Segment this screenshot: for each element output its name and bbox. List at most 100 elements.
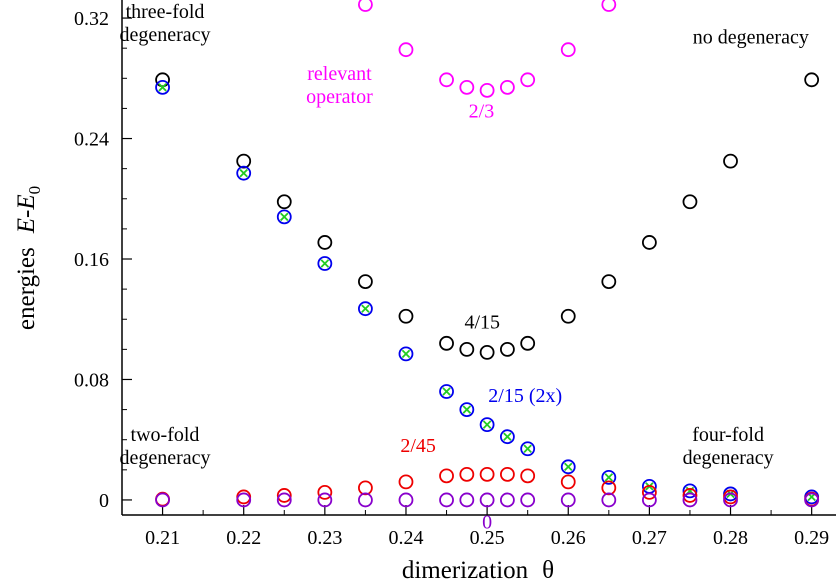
data-point [723, 492, 738, 508]
point-circle [560, 459, 576, 475]
data-point [155, 492, 170, 508]
data-point [459, 79, 475, 95]
point-circle [682, 492, 698, 508]
x-tick-label: 0.26 [551, 527, 586, 549]
point-circle [520, 72, 536, 88]
point-cross [442, 387, 451, 396]
point-circle [479, 466, 495, 482]
point-circle [317, 256, 333, 271]
point-circle [499, 429, 515, 445]
point-circle [682, 483, 698, 499]
data-point [317, 235, 333, 250]
point-circle [479, 82, 495, 98]
x-tick-label: 0.24 [388, 527, 423, 549]
data-point [236, 165, 252, 181]
point-circle [236, 153, 252, 169]
data-point [520, 468, 536, 484]
point-circle [520, 468, 536, 484]
y-axis-E: E [13, 218, 40, 234]
data-point [236, 489, 252, 505]
data-point [459, 402, 475, 417]
annotation-line: two-fold [131, 424, 200, 446]
data-point [398, 492, 414, 508]
point-circle [641, 235, 657, 250]
data-point [459, 492, 475, 508]
data-point [459, 341, 475, 357]
annotation-line: degeneracy [119, 447, 210, 469]
point-circle [358, 492, 373, 508]
point-cross [482, 420, 492, 429]
data-point [276, 194, 292, 210]
data-point [682, 194, 698, 210]
point-circle [439, 492, 454, 508]
data-point [723, 153, 738, 169]
series-4 [155, 492, 820, 508]
data-point [601, 469, 617, 485]
data-point [398, 42, 414, 58]
point-circle [358, 480, 373, 496]
annotation-four-fold-degeneracy: four-fold degeneracy [683, 424, 774, 469]
series-3 [155, 466, 820, 507]
y-axis-dash: - [13, 210, 40, 218]
y-axis-title: energiesE-E0 [13, 186, 44, 330]
data-point [641, 492, 657, 508]
point-circle [439, 384, 454, 399]
point-cross [503, 432, 512, 441]
y-axis-label: energies [13, 247, 40, 330]
x-tick-label: 0.27 [632, 527, 667, 549]
point-circle [804, 492, 820, 508]
data-point [520, 72, 536, 88]
data-point [479, 466, 495, 482]
data-point [276, 492, 292, 508]
point-circle [398, 492, 414, 508]
x-axis-title: dimerization θ [402, 557, 554, 583]
data-point [439, 468, 454, 484]
point-cross [564, 462, 573, 472]
data-point [155, 79, 170, 95]
data-point [499, 79, 515, 95]
data-point [601, 0, 617, 12]
annotation-label-2-3: 2/3 [469, 100, 495, 122]
data-point [398, 308, 414, 324]
data-point [682, 492, 698, 508]
data-point [358, 0, 373, 12]
point-cross [320, 259, 330, 268]
data-point [641, 485, 657, 500]
point-circle [276, 492, 292, 508]
axis-ticks [121, 17, 813, 515]
data-point [276, 488, 292, 503]
point-circle [398, 42, 414, 58]
y-tick-label: 0 [99, 490, 109, 512]
point-circle [459, 466, 475, 482]
point-circle [479, 492, 495, 508]
annotation-relevant-operator: relevant operator [306, 63, 373, 108]
point-circle [155, 79, 170, 95]
annotation-line: four-fold [692, 424, 764, 446]
point-circle [358, 0, 373, 12]
point-circle [560, 42, 576, 58]
data-point [723, 489, 738, 505]
point-cross [462, 405, 472, 414]
data-point [236, 492, 252, 508]
point-circle [499, 466, 515, 482]
point-circle [459, 402, 475, 417]
data-point [439, 384, 454, 399]
data-point [479, 417, 495, 433]
point-cross [401, 349, 411, 359]
data-point [317, 492, 333, 508]
point-circle [236, 165, 252, 181]
point-circle [459, 79, 475, 95]
data-point [601, 274, 617, 289]
point-circle [317, 492, 333, 508]
point-circle [439, 335, 454, 351]
point-circle [499, 492, 515, 508]
series-1 [155, 79, 820, 505]
point-circle [276, 488, 292, 503]
data-point [479, 82, 495, 98]
point-circle [479, 344, 495, 360]
x-axis-label: dimerization [402, 557, 529, 583]
point-circle [723, 153, 738, 169]
annotation-line: 2/3 [469, 100, 495, 122]
x-tick-label: 0.28 [713, 527, 748, 549]
